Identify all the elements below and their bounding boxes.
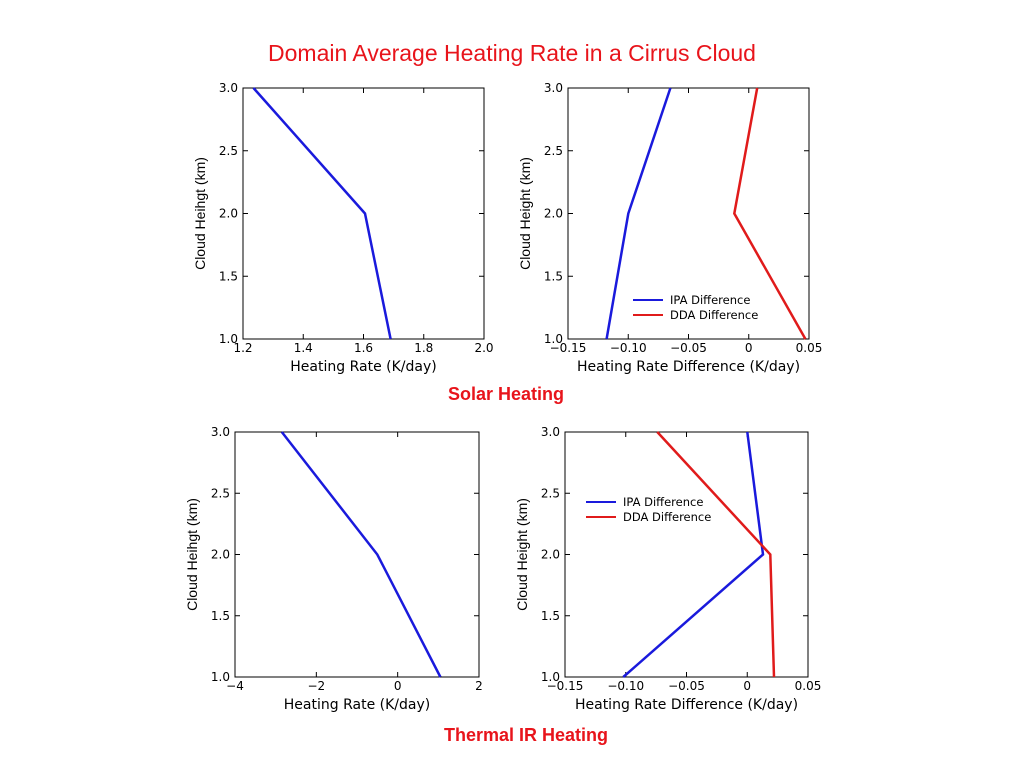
legend-label: DDA Difference <box>623 510 711 524</box>
y-axis-label: Cloud Height (km) <box>514 498 530 611</box>
x-axis-label: Heating Rate Difference (K/day) <box>577 359 800 375</box>
series-line-ipa-difference <box>605 87 672 340</box>
x-tick-label: 0.05 <box>796 341 823 355</box>
x-tick-label: −0.05 <box>668 679 705 693</box>
y-tick-label: 1.0 <box>544 332 563 346</box>
y-tick-label: 2.5 <box>541 486 560 500</box>
legend-label: DDA Difference <box>670 308 758 322</box>
y-tick-label: 2.5 <box>219 144 238 158</box>
legend-label: IPA Difference <box>670 293 750 307</box>
x-tick-label: −0.10 <box>607 679 644 693</box>
series-line-dda-difference <box>732 87 807 340</box>
x-axis-label: Heating Rate Difference (K/day) <box>575 697 798 713</box>
y-tick-label: 2.0 <box>211 548 230 562</box>
y-tick-label: 3.0 <box>544 81 563 95</box>
x-tick-label: 2 <box>475 679 483 693</box>
x-tick-label: −0.05 <box>670 341 707 355</box>
y-tick-label: 1.0 <box>541 670 560 684</box>
x-tick-label: 1.6 <box>354 341 373 355</box>
x-tick-label: 0 <box>394 679 402 693</box>
y-tick-label: 1.5 <box>219 269 238 283</box>
series-line-ipa-difference <box>622 431 765 678</box>
series-line-0 <box>280 431 442 678</box>
x-axis-label: Heating Rate (K/day) <box>290 359 436 375</box>
y-tick-label: 1.5 <box>541 609 560 623</box>
y-tick-label: 1.0 <box>211 670 230 684</box>
series-line-dda-difference <box>656 431 776 678</box>
x-tick-label: 1.4 <box>294 341 313 355</box>
y-tick-label: 1.5 <box>211 609 230 623</box>
x-tick-label: 1.2 <box>233 341 252 355</box>
y-tick-label: 2.5 <box>211 486 230 500</box>
x-tick-label: 1.8 <box>414 341 433 355</box>
series-line-0 <box>252 87 392 340</box>
x-tick-label: −2 <box>307 679 325 693</box>
y-tick-label: 3.0 <box>541 425 560 439</box>
legend-label: IPA Difference <box>623 495 703 509</box>
x-tick-label: 2.0 <box>474 341 493 355</box>
y-tick-label: 3.0 <box>219 81 238 95</box>
x-tick-label: −0.15 <box>547 679 584 693</box>
y-tick-label: 1.0 <box>219 332 238 346</box>
y-tick-label: 2.0 <box>219 207 238 221</box>
x-tick-label: −0.15 <box>550 341 587 355</box>
x-tick-label: −4 <box>226 679 244 693</box>
thermal-heating-title: Thermal IR Heating <box>443 725 609 745</box>
y-axis-label: Cloud Height (km) <box>517 157 533 270</box>
y-axis-label: Cloud Heihgt (km) <box>192 157 208 270</box>
x-tick-label: −0.10 <box>610 341 647 355</box>
solar-heating-title: Solar Heating <box>447 384 565 404</box>
page-title: Domain Average Heating Rate in a Cirrus … <box>268 40 756 66</box>
y-axis-label: Cloud Heihgt (km) <box>184 498 200 611</box>
x-tick-label: 0 <box>745 341 753 355</box>
y-tick-label: 3.0 <box>211 425 230 439</box>
x-tick-label: 0.05 <box>795 679 822 693</box>
y-tick-label: 2.0 <box>544 207 563 221</box>
y-tick-label: 1.5 <box>544 269 563 283</box>
x-tick-label: 0 <box>743 679 751 693</box>
y-tick-label: 2.5 <box>544 144 563 158</box>
y-tick-label: 2.0 <box>541 548 560 562</box>
x-axis-label: Heating Rate (K/day) <box>284 697 430 713</box>
